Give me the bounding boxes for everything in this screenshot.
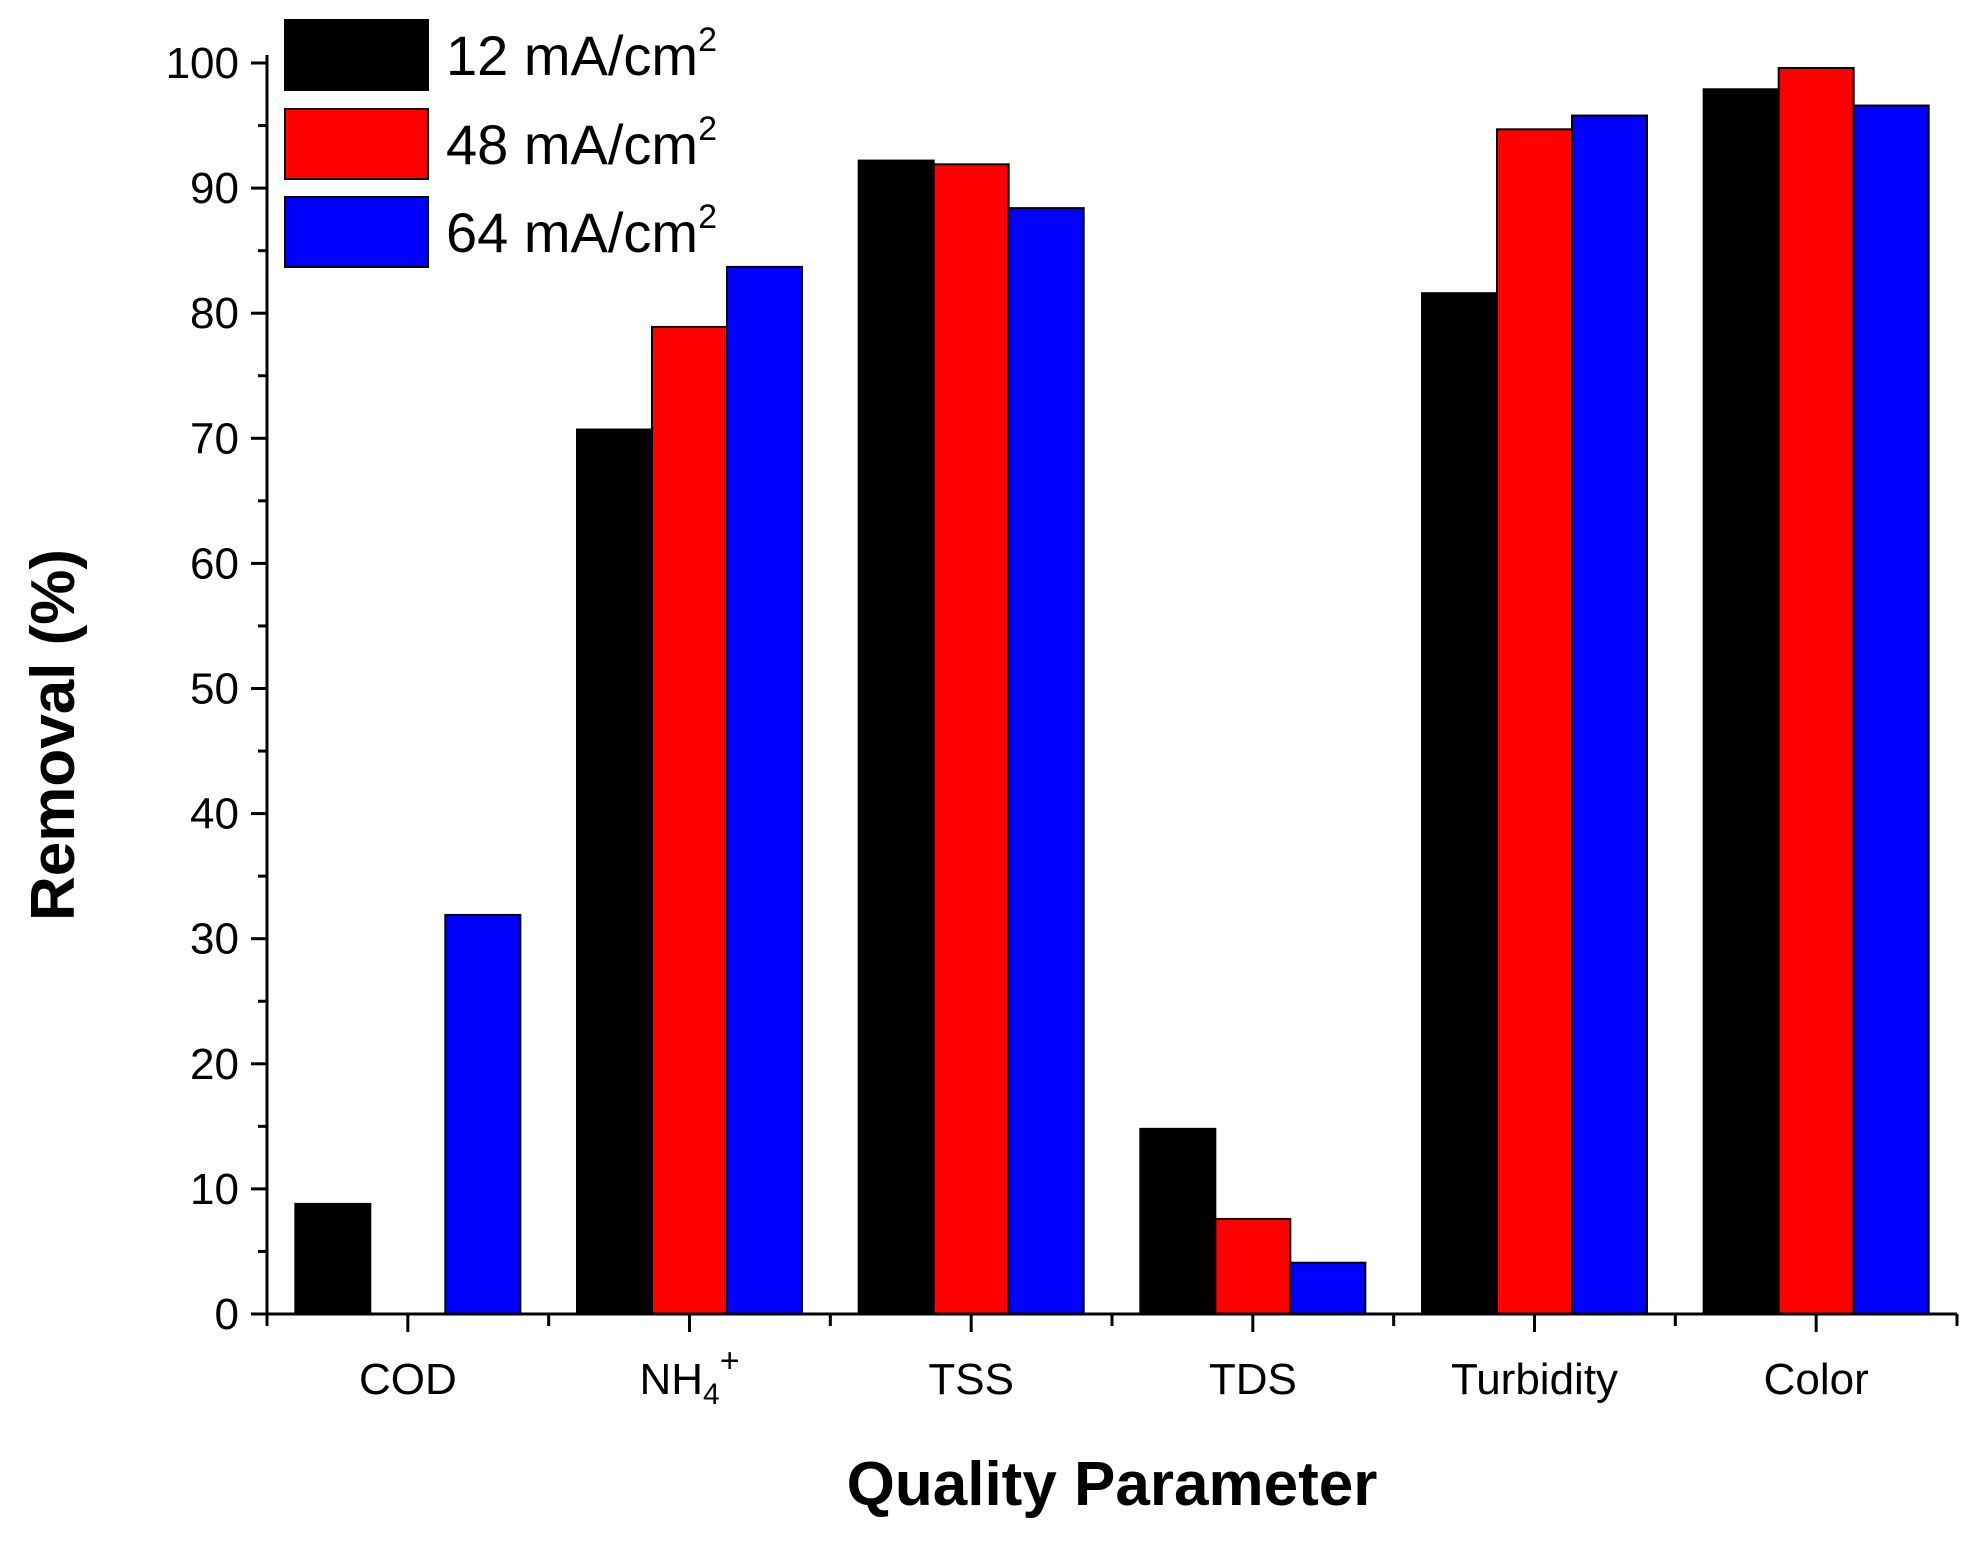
bar-cod-series-1 [294,1202,372,1315]
x-axis-title: Quality Parameter [847,1450,1378,1519]
x-tick-label: TSS [928,1355,1014,1404]
bar-nh4-series-1 [576,428,653,1315]
y-tick-label: 80 [190,289,239,338]
bar-tss-series-3 [1007,207,1085,1316]
x-tick-label: Color [1764,1355,1869,1404]
y-tick-label: 50 [190,665,239,714]
y-tick-label: 40 [190,790,239,839]
bar-turbidity-series-1 [1421,292,1498,1315]
axes-group: 0 10 20 30 40 50 60 70 80 90 100 COD NH4+ TSS TDS Turbi… [166,39,1959,1411]
legend: 12 mA/cm2 48 mA/cm2 64 mA/cm2 [284,19,717,268]
bar-cod-series-3 [444,913,522,1316]
legend-swatch-series-2 [284,108,429,180]
bar-tss-series-2 [932,163,1010,1315]
bar-tds-series-1 [1139,1127,1217,1316]
bar-color-series-1 [1702,88,1780,1315]
x-tick-label: Turbidity [1451,1355,1618,1404]
x-tick-label: COD [359,1355,457,1404]
bar-nh4-series-3 [726,265,803,1316]
legend-swatch-series-3 [284,196,429,268]
bar-nh4-series-2 [651,325,728,1315]
bar-tss-series-1 [857,159,935,1315]
y-tick-label: 0 [215,1290,239,1339]
y-tick-label: 90 [190,164,239,213]
x-tick-label: TDS [1209,1355,1297,1404]
bar-turbidity-series-2 [1496,128,1573,1316]
y-tick-label: 30 [190,915,239,964]
legend-label-series-1: 12 mA/cm2 [446,21,717,87]
legend-swatch-series-1 [284,19,429,91]
y-tick-label: 60 [190,539,239,588]
y-axis-title: Removal (%) [19,549,88,921]
y-tick-label: 10 [190,1165,239,1214]
bar-color-series-2 [1777,67,1855,1315]
bar-tds-series-2 [1214,1217,1292,1315]
bar-color-series-3 [1852,104,1930,1315]
bars-group [294,67,1930,1316]
legend-label-series-2: 48 mA/cm2 [446,110,717,176]
y-tick-label: 100 [166,39,239,88]
y-tick-label: 20 [190,1040,239,1089]
bar-tds-series-3 [1289,1261,1367,1315]
bar-turbidity-series-3 [1571,114,1648,1316]
legend-label-series-3: 64 mA/cm2 [446,198,717,264]
x-tick-label: NH4+ [639,1342,739,1411]
y-tick-label: 70 [190,414,239,463]
